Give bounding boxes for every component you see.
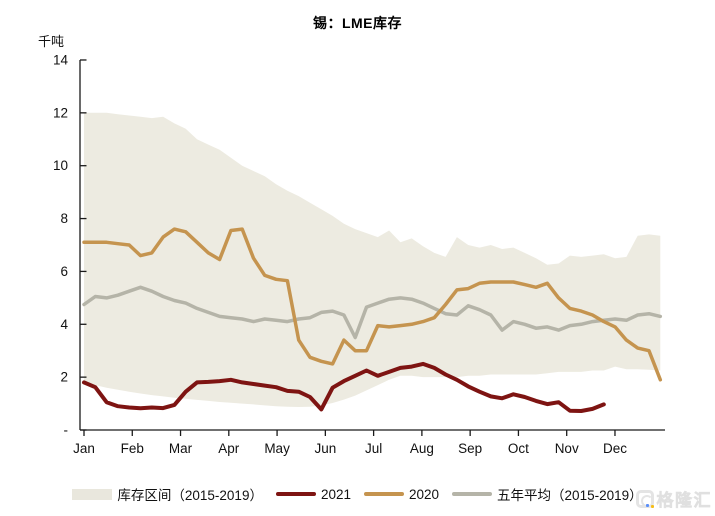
x-tick-label-aug: Aug [410,441,434,456]
y-tick-label: 10 [53,158,68,173]
y-tick-label: - [64,423,69,438]
y-tick-label: 8 [60,211,68,226]
band-range-2015-2019 [84,112,661,408]
x-tick-label-mar: Mar [169,441,193,456]
x-tick-label-may: May [264,441,290,456]
y-tick-label: 4 [60,317,68,332]
legend-item-range: 库存区间（2015-2019） [72,484,263,504]
legend-swatch-line [275,491,316,497]
y-tick-label: 12 [53,105,68,120]
y-tick-label: 14 [53,52,69,67]
y-tick-label: 2 [60,370,68,385]
legend-label: 五年平均（2015-2019） [497,488,643,503]
legend-swatch-line [452,491,493,497]
legend-label: 库存区间（2015-2019） [117,488,263,503]
x-tick-label-apr: Apr [218,441,240,456]
chart-title: 锡：LME库存 [312,15,403,31]
x-tick-label-oct: Oct [508,441,529,456]
chart-legend: 库存区间（2015-2019） 2021 2020 五年平均（2015-2019） [0,484,715,504]
x-tick-label-dec: Dec [603,441,627,456]
x-tick-label-nov: Nov [555,441,579,456]
x-tick-label-jan: Jan [73,441,95,456]
legend-label: 2021 [320,486,351,502]
series-line-2020 [82,227,663,382]
legend-swatch-line [364,491,404,497]
x-tick-label-sep: Sep [458,441,482,456]
series-line-20152019 [82,285,663,340]
x-tick-label-feb: Feb [121,441,144,456]
legend-item-20152019: 五年平均（2015-2019） [452,484,643,504]
legend-item-2021: 2021 [275,486,351,502]
series-line-2021 [82,361,606,413]
x-tick-label-jun: Jun [314,441,336,456]
legend-item-2020: 2020 [364,487,439,502]
y-tick-label: 6 [60,264,68,279]
y-axis-unit-label: 千吨 [38,34,65,49]
x-tick-label-jul: Jul [365,441,382,456]
legend-label: 2020 [409,486,440,502]
legend-swatch-area [72,488,113,500]
